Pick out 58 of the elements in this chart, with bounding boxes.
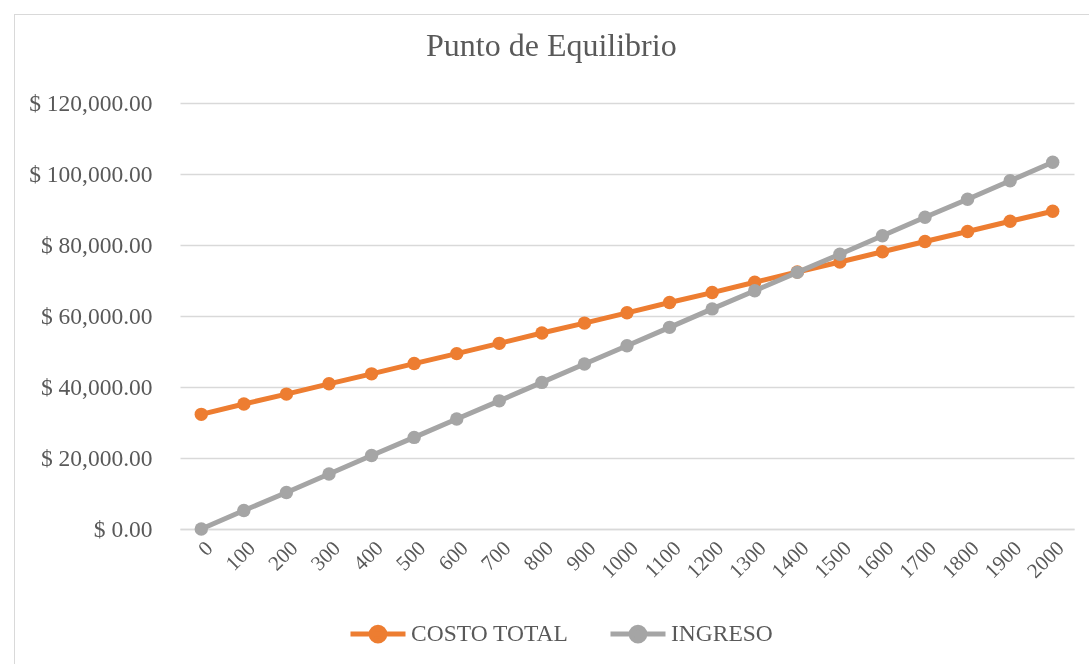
point [1003,174,1017,188]
point [364,367,379,381]
point [364,448,379,463]
point [1046,204,1060,218]
point [833,247,847,261]
point [705,302,719,316]
point [407,356,421,371]
point [450,412,464,426]
point [577,316,592,330]
point [960,192,975,206]
point [450,346,464,361]
x-tick-label: 400 [348,536,388,576]
point [535,375,549,390]
legend-label: COSTO TOTAL [411,620,568,647]
x-tick-label: 100 [220,536,260,576]
point [279,387,294,401]
point [1003,214,1017,228]
point [662,295,677,310]
x-tick-label: 300 [305,536,346,576]
point [620,339,634,353]
y-tick-label: $ 100,000.00 [29,160,153,187]
point [875,245,890,259]
point [918,234,932,249]
y-tick-label: $ 120,000.00 [29,89,153,116]
point [875,229,890,243]
point [194,522,208,536]
point [194,407,208,422]
point [748,284,762,298]
point [279,485,294,500]
y-tick-label: $ 40,000.00 [40,373,153,400]
point [407,430,421,445]
legend-label: INGRESO [671,620,773,647]
y-tick-label: $ 20,000.00 [40,444,153,471]
point [492,336,506,351]
point [620,306,634,320]
point [577,357,592,371]
point [322,377,336,391]
point [705,285,719,300]
point [662,320,677,335]
y-tick-label: $ 80,000.00 [40,231,153,258]
point [322,467,336,481]
point [237,397,251,411]
point [535,326,549,340]
x-tick-label: 600 [433,536,473,576]
point [237,503,251,518]
y-tick-label: $ 60,000.00 [40,302,153,329]
x-tick-label: 200 [263,536,303,576]
y-tick-label: $ 0.00 [93,515,153,542]
point [918,210,932,224]
x-tick-label: 900 [561,536,601,576]
point [1046,155,1060,169]
x-tick-label: 0 [192,536,218,561]
x-tick-label: 500 [390,536,431,576]
chart-title: Punto de Equilibrio [425,27,677,63]
x-tick-label: 800 [518,536,558,576]
x-tick-label: 700 [476,536,516,576]
point [960,224,975,239]
point [492,394,506,408]
